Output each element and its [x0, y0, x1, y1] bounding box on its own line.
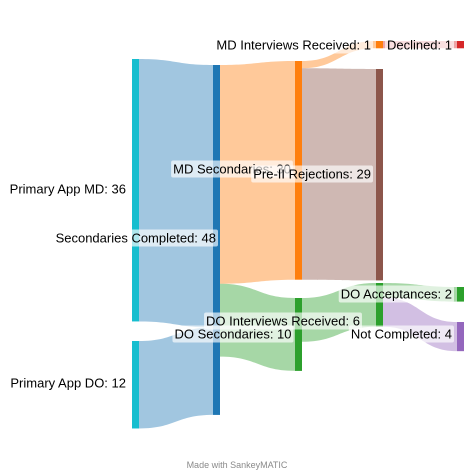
- label-bg-md-interviews: [214, 36, 373, 54]
- label-bg-primary-do: [8, 374, 128, 392]
- label-declined: Declined: 1: [384, 36, 454, 54]
- label-do-secondaries: DO Secondaries: 10: [172, 325, 294, 343]
- label-text-do-acceptances: DO Acceptances: 2: [341, 286, 452, 301]
- label-bg-secondaries-completed: [53, 229, 218, 247]
- link-primary-do-to-secondaries-completed: [139, 327, 213, 429]
- label-text-primary-do: Primary App DO: 12: [10, 375, 126, 390]
- label-bg-pre-ii-rejections: [251, 165, 373, 183]
- label-not-completed: Not Completed: 4: [348, 325, 454, 343]
- label-md-interviews: MD Interviews Received: 1: [214, 36, 373, 54]
- label-bg-do-secondaries: [172, 325, 294, 343]
- label-do-interviews: DO Interviews Received: 6: [204, 312, 362, 330]
- label-text-do-secondaries: DO Secondaries: 10: [174, 326, 291, 341]
- label-text-pre-ii-rejections: Pre-II Rejections: 29: [253, 166, 371, 181]
- label-text-declined: Declined: 1: [387, 37, 452, 52]
- label-text-not-completed: Not Completed: 4: [351, 326, 452, 341]
- node-not-completed: [457, 322, 464, 352]
- link-do-interviews-to-not-completed: [383, 297, 457, 352]
- label-text-do-interviews: DO Interviews Received: 6: [206, 313, 360, 328]
- label-primary-md: Primary App MD: 36: [7, 180, 128, 198]
- node-do-secondaries: [295, 298, 302, 371]
- node-pre-ii-rejections: [376, 69, 383, 281]
- node-declined: [457, 41, 464, 49]
- labels-layer: Primary App MD: 36 Primary App DO: 12 Seco…: [7, 36, 454, 392]
- label-text-secondaries-completed: Secondaries Completed: 48: [56, 230, 216, 245]
- label-bg-declined: [384, 36, 454, 54]
- label-do-acceptances: DO Acceptances: 2: [338, 285, 454, 303]
- credit-footer: Made with SankeyMATIC: [186, 460, 288, 470]
- node-md-interviews: [376, 41, 383, 49]
- label-secondaries-completed: Secondaries Completed: 48: [53, 229, 218, 247]
- node-do-interviews: [376, 283, 383, 327]
- label-bg-do-interviews: [204, 312, 362, 330]
- label-pre-ii-rejections: Pre-II Rejections: 29: [251, 165, 373, 183]
- link-primary-md-to-secondaries-completed: [139, 59, 213, 328]
- label-text-primary-md: Primary App MD: 36: [10, 181, 126, 196]
- node-primary-do: [132, 341, 139, 429]
- label-text-md-interviews: MD Interviews Received: 1: [216, 37, 371, 52]
- node-primary-md: [132, 59, 139, 322]
- label-primary-do: Primary App DO: 12: [8, 374, 128, 392]
- label-bg-primary-md: [7, 180, 128, 198]
- label-bg-not-completed: [348, 325, 454, 343]
- node-do-acceptances: [457, 287, 464, 302]
- label-bg-do-acceptances: [338, 285, 454, 303]
